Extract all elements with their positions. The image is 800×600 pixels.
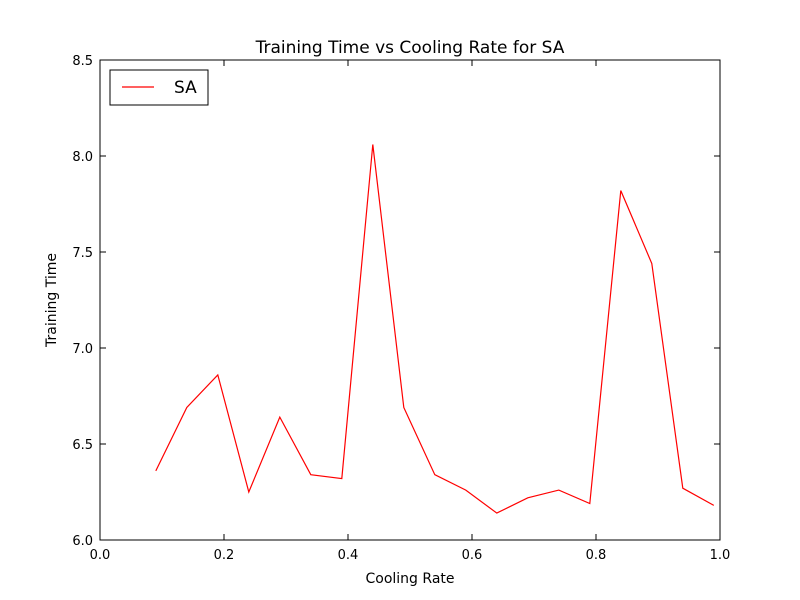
y-tick-label: 7.0 bbox=[72, 342, 93, 357]
x-tick-label: 0.6 bbox=[462, 548, 483, 563]
y-axis-title: Training Time bbox=[44, 253, 60, 348]
y-tick-label: 7.5 bbox=[72, 246, 93, 261]
plot-area: 0.0 0.2 0.4 0.6 0.8 1.0 6.0 6.5 7.0 7.5 8.0 8.5 bbox=[72, 54, 730, 563]
axes-frame bbox=[99, 59, 721, 541]
series-line-sa bbox=[155, 144, 715, 514]
y-tick-label: 8.0 bbox=[72, 150, 93, 165]
x-tick-label: 0.0 bbox=[90, 548, 111, 563]
legend-label-sa: SA bbox=[174, 78, 197, 98]
y-tick-label: 8.5 bbox=[72, 54, 93, 69]
y-tick-label: 6.0 bbox=[72, 534, 93, 549]
x-tick-label: 1.0 bbox=[710, 548, 731, 563]
x-axis-title: Cooling Rate bbox=[366, 571, 455, 587]
x-tick-label: 0.4 bbox=[338, 548, 359, 563]
x-tick-label: 0.8 bbox=[586, 548, 607, 563]
legend: SA bbox=[109, 69, 209, 106]
y-tick-label: 6.5 bbox=[72, 438, 93, 453]
chart-title: Training Time vs Cooling Rate for SA bbox=[255, 38, 565, 58]
x-tick-label: 0.2 bbox=[214, 548, 235, 563]
